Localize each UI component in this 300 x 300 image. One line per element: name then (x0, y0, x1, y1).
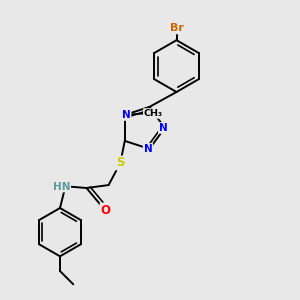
Text: S: S (116, 157, 124, 169)
Text: N: N (144, 144, 152, 154)
Text: HN: HN (53, 182, 70, 191)
Text: O: O (100, 204, 111, 217)
Text: N: N (122, 110, 130, 120)
Text: CH₃: CH₃ (144, 109, 163, 118)
Text: N: N (159, 123, 168, 133)
Text: Br: Br (169, 23, 183, 33)
